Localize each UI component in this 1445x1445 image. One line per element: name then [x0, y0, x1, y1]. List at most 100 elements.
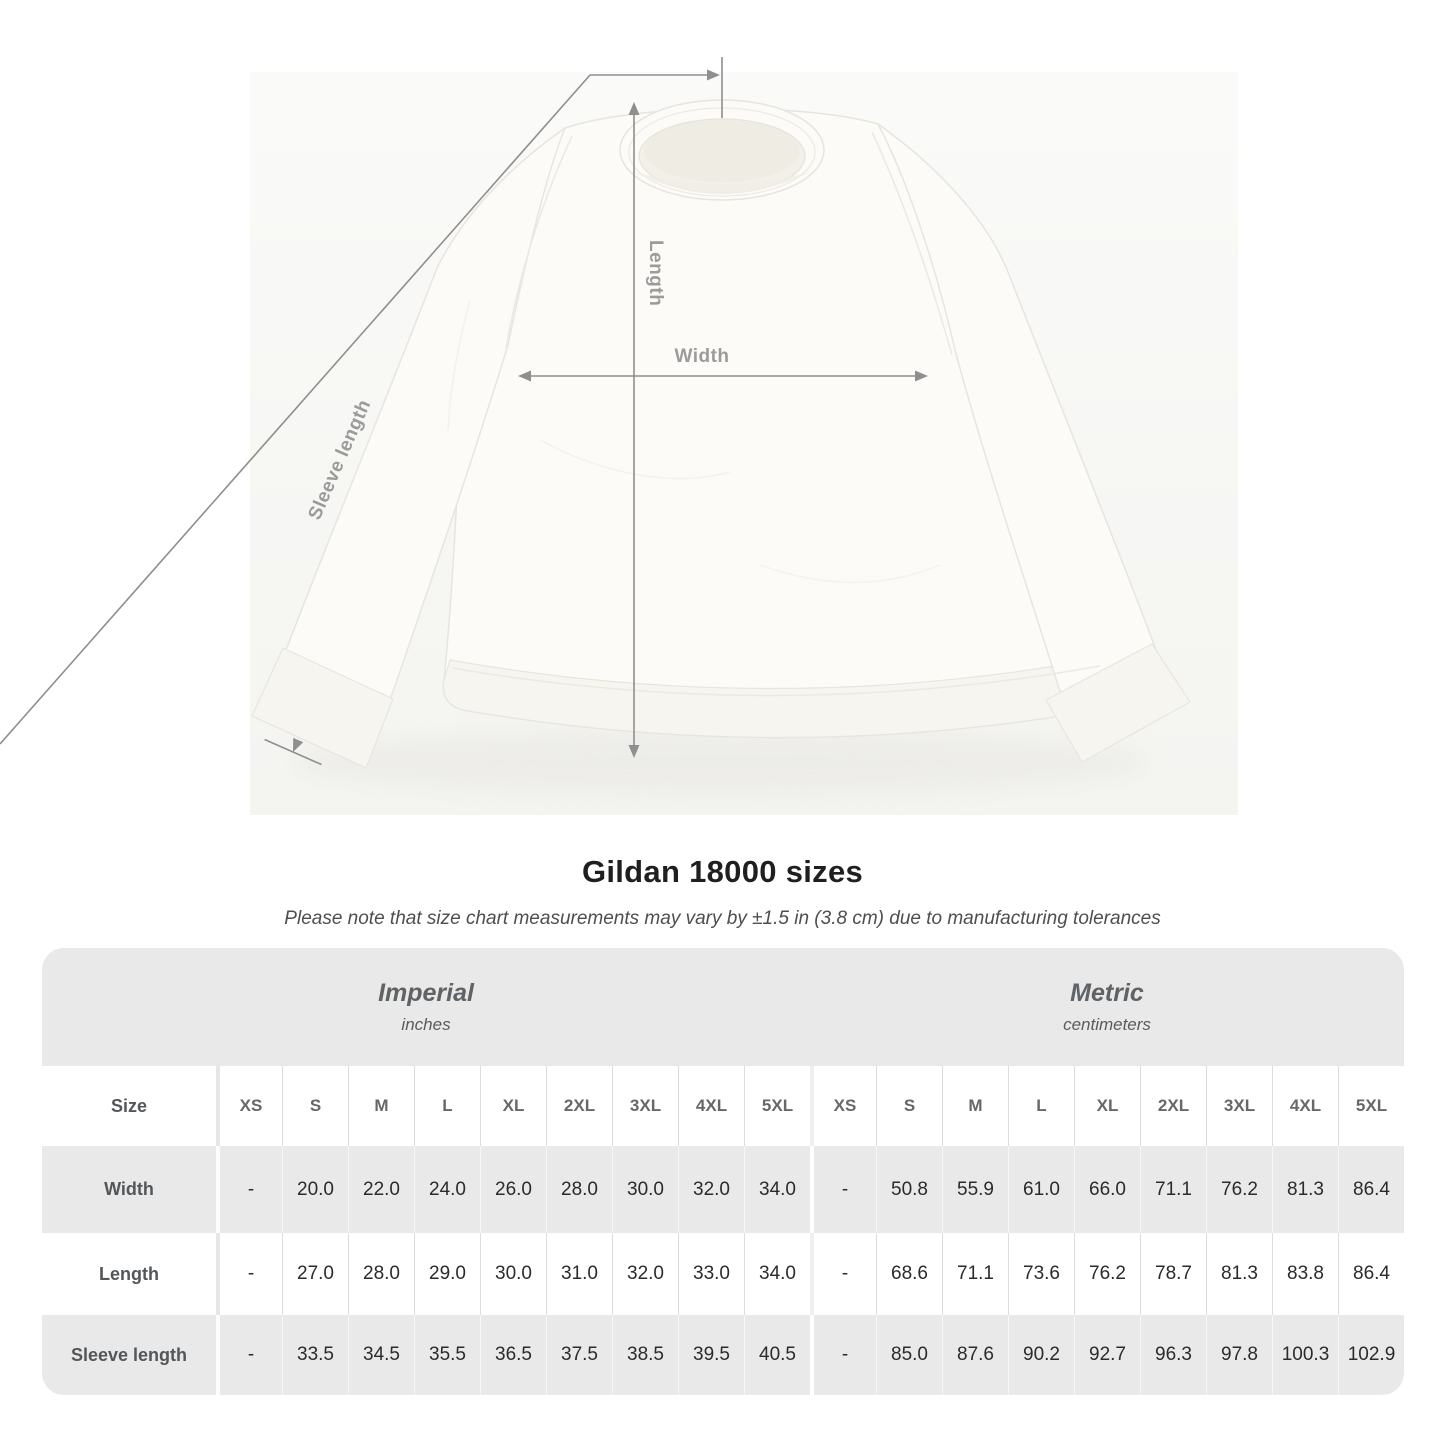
row-label: Length	[42, 1233, 216, 1315]
size-header-cell: 3XL	[612, 1066, 678, 1146]
size-table-grid: Size XS S M L XL 2XL 3XL 4XL 5XL XS S M L XL 2XL 3XL 4XL 5…	[42, 1066, 1404, 1395]
value-cell: 34.0	[744, 1233, 810, 1315]
size-header-cell: 2XL	[1140, 1066, 1206, 1146]
value-cell: 81.3	[1272, 1146, 1338, 1233]
value-cell: 78.7	[1140, 1233, 1206, 1315]
row-label: Width	[42, 1146, 216, 1233]
value-cell: 28.0	[546, 1146, 612, 1233]
metric-unit-label: centimeters	[1063, 1015, 1151, 1034]
size-header-cell: S	[876, 1066, 942, 1146]
size-header-cell: XS	[216, 1066, 282, 1146]
value-cell: 55.9	[942, 1146, 1008, 1233]
value-cell: -	[810, 1315, 876, 1395]
size-header-cell: 2XL	[546, 1066, 612, 1146]
value-cell: 83.8	[1272, 1233, 1338, 1315]
size-corner-header: Size	[42, 1066, 216, 1146]
value-cell: 86.4	[1338, 1233, 1404, 1315]
size-header-cell: M	[348, 1066, 414, 1146]
value-cell: 100.3	[1272, 1315, 1338, 1395]
ground-shadow	[290, 728, 1150, 796]
sweatshirt	[251, 99, 1191, 769]
value-cell: 71.1	[942, 1233, 1008, 1315]
product-photo: Sleeve length Length Width	[0, 57, 1238, 815]
arrowhead-down-icon	[628, 745, 640, 758]
size-header-cell: M	[942, 1066, 1008, 1146]
value-cell: 87.6	[942, 1315, 1008, 1395]
wrinkle	[759, 564, 941, 583]
value-cell: 22.0	[348, 1146, 414, 1233]
left-armhole-seam	[505, 135, 573, 349]
size-header-cell: XS	[810, 1066, 876, 1146]
size-header-cell: L	[414, 1066, 480, 1146]
row-label: Sleeve length	[42, 1315, 216, 1395]
wrinkle	[447, 299, 471, 431]
value-cell: -	[216, 1315, 282, 1395]
arrowhead-right-icon	[915, 370, 928, 382]
value-cell: 86.4	[1338, 1146, 1404, 1233]
arrowhead-left-icon	[518, 370, 531, 382]
unit-group-band: Imperial inches Metric centimeters	[42, 948, 1404, 1066]
sleeve-measure-diagonal	[0, 74, 591, 745]
value-cell: 39.5	[678, 1315, 744, 1395]
value-cell: 50.8	[876, 1146, 942, 1233]
imperial-label: Imperial	[378, 979, 474, 1007]
value-cell: 26.0	[480, 1146, 546, 1233]
value-cell: -	[216, 1146, 282, 1233]
value-cell: 71.1	[1140, 1146, 1206, 1233]
value-cell: 30.0	[612, 1146, 678, 1233]
length-label: Length	[645, 240, 666, 306]
value-cell: 35.5	[414, 1315, 480, 1395]
collar-inner-shadow	[644, 120, 800, 182]
value-cell: 92.7	[1074, 1315, 1140, 1395]
right-armhole-seam	[871, 131, 953, 356]
value-cell: 37.5	[546, 1315, 612, 1395]
metric-group-header: Metric centimeters	[810, 948, 1404, 1066]
value-cell: 66.0	[1074, 1146, 1140, 1233]
value-cell: 34.0	[744, 1146, 810, 1233]
width-label: Width	[674, 346, 729, 367]
imperial-group-header: Imperial inches	[42, 948, 810, 1066]
value-cell: -	[810, 1233, 876, 1315]
arrowhead-right-icon	[707, 69, 720, 81]
arrowhead-diagonal-icon	[293, 737, 304, 752]
size-header-cell: XL	[480, 1066, 546, 1146]
value-cell: 90.2	[1008, 1315, 1074, 1395]
size-header-cell: XL	[1074, 1066, 1140, 1146]
imperial-unit-label: inches	[401, 1015, 451, 1034]
value-cell: 61.0	[1008, 1146, 1074, 1233]
size-header-cell: 5XL	[744, 1066, 810, 1146]
metric-label: Metric	[1070, 979, 1144, 1007]
under-collar-shadow	[634, 172, 810, 194]
value-cell: 34.5	[348, 1315, 414, 1395]
size-table: Imperial inches Metric centimeters Size X…	[42, 948, 1404, 1395]
value-cell: 96.3	[1140, 1315, 1206, 1395]
wrinkle	[539, 439, 731, 480]
value-cell: 102.9	[1338, 1315, 1404, 1395]
value-cell: 28.0	[348, 1233, 414, 1315]
value-cell: 27.0	[282, 1233, 348, 1315]
size-header-cell: 4XL	[1272, 1066, 1338, 1146]
value-cell: 31.0	[546, 1233, 612, 1315]
arrowhead-up-icon	[628, 102, 640, 115]
size-header-cell: S	[282, 1066, 348, 1146]
size-header-cell: 4XL	[678, 1066, 744, 1146]
right-cuff	[1045, 643, 1191, 763]
value-cell: -	[810, 1146, 876, 1233]
value-cell: 20.0	[282, 1146, 348, 1233]
size-header-cell: L	[1008, 1066, 1074, 1146]
size-header-cell: 5XL	[1338, 1066, 1404, 1146]
hem-seam	[451, 665, 1101, 697]
tolerance-note: Please note that size chart measurements…	[284, 908, 1161, 929]
sleeve-end-tick	[264, 738, 322, 766]
value-cell: 32.0	[678, 1146, 744, 1233]
size-header-cell: 3XL	[1206, 1066, 1272, 1146]
value-cell: 24.0	[414, 1146, 480, 1233]
value-cell: 97.8	[1206, 1315, 1272, 1395]
value-cell: 30.0	[480, 1233, 546, 1315]
value-cell: 76.2	[1206, 1146, 1272, 1233]
value-cell: 33.5	[282, 1315, 348, 1395]
value-cell: 38.5	[612, 1315, 678, 1395]
value-cell: 36.5	[480, 1315, 546, 1395]
page-title: Gildan 18000 sizes	[581, 854, 864, 889]
